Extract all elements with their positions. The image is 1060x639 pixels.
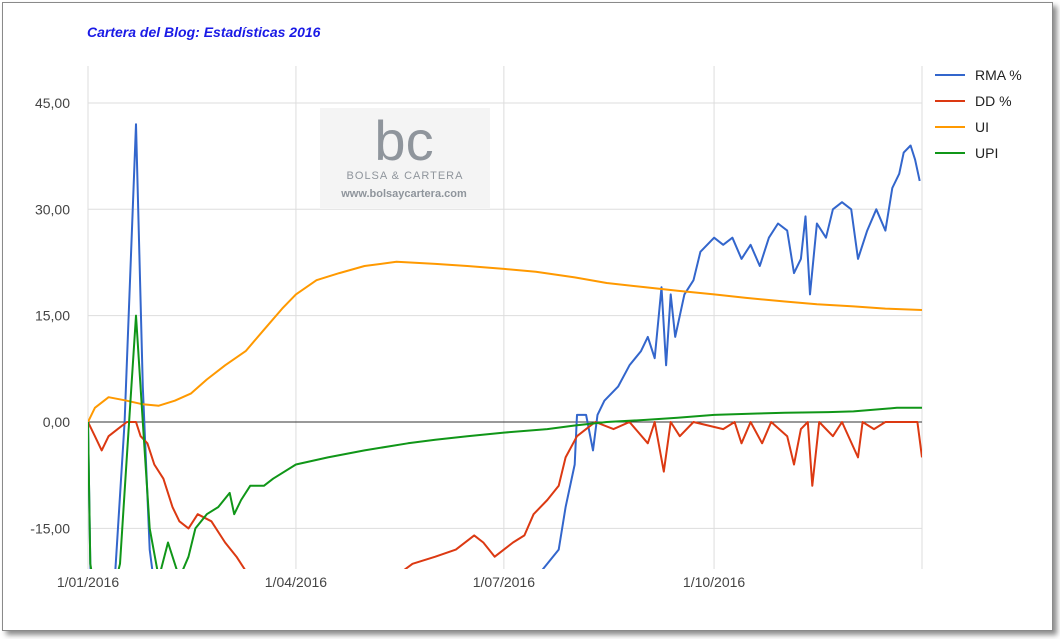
- legend-label: RMA %: [975, 67, 1022, 83]
- series-line-ui: [88, 260, 922, 423]
- chart-title: Cartera del Blog: Estadísticas 2016: [87, 24, 321, 40]
- y-tick-label: 0,00: [43, 414, 70, 430]
- grid-lines: [87, 66, 923, 569]
- legend-label: UPI: [975, 145, 998, 161]
- watermark-name: BOLSA & CARTERA: [347, 170, 464, 182]
- y-tick-label: -15,00: [30, 520, 70, 536]
- legend-label: UI: [975, 119, 989, 135]
- y-tick-label: 15,00: [35, 308, 70, 324]
- watermark-logo-glyph: bc: [374, 109, 433, 172]
- series-lines: [88, 123, 922, 569]
- y-tick-label: 30,00: [35, 201, 70, 217]
- x-tick-label: 1/04/2016: [265, 574, 327, 590]
- legend-label: DD %: [975, 93, 1012, 109]
- legend: RMA % DD % UI UPI: [935, 67, 1022, 161]
- x-tick-label: 1/10/2016: [683, 574, 745, 590]
- x-axis-labels: 1/01/2016 1/04/2016 1/07/2016 1/10/2016: [57, 574, 746, 590]
- series-line-dd: [88, 421, 922, 569]
- y-axis-labels: 45,00 30,00 15,00 0,00 -15,00: [30, 95, 70, 536]
- series-line-rma: [88, 123, 921, 569]
- watermark-url: www.bolsaycartera.com: [340, 188, 467, 200]
- series-line-upi: [88, 314, 922, 569]
- watermark-logo: bc BOLSA & CARTERA www.bolsaycartera.com: [320, 108, 490, 208]
- x-tick-label: 1/07/2016: [473, 574, 535, 590]
- y-tick-label: 45,00: [35, 95, 70, 111]
- watermark-background: [320, 108, 490, 208]
- x-tick-label: 1/01/2016: [57, 574, 119, 590]
